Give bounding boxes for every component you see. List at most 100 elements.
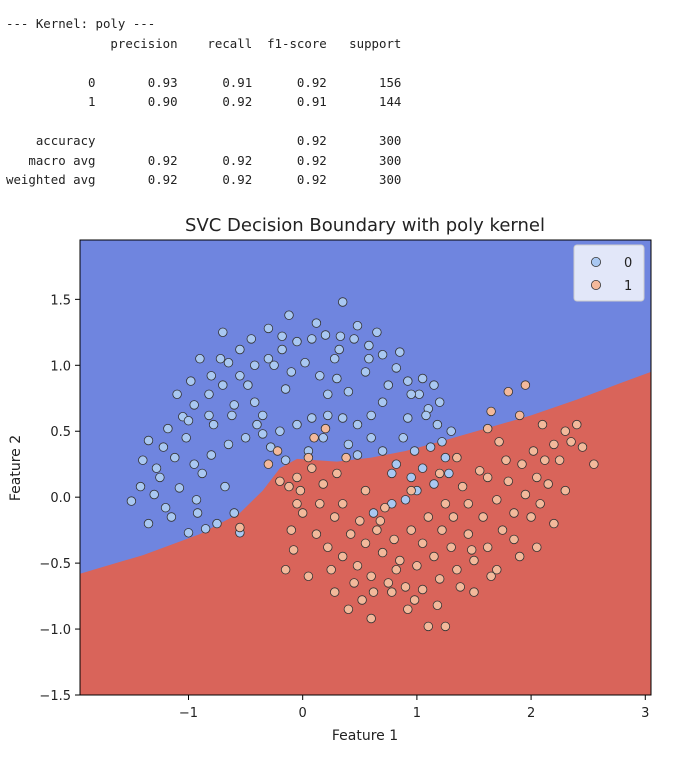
point-class-0 [263,354,274,364]
point-class-0 [223,439,234,450]
point-class-1 [483,472,493,483]
point-class-1 [372,525,382,535]
point-class-0 [189,459,199,469]
point-class-0 [343,439,354,450]
point-class-1 [406,525,416,535]
point-class-0 [243,380,253,390]
point-class-0 [183,528,194,538]
point-class-1 [320,423,331,434]
point-class-1 [503,387,514,397]
point-class-0 [391,363,402,373]
y-tick-label: 0.0 [50,491,71,506]
point-class-1 [492,565,502,575]
point-class-0 [235,344,245,355]
y-tick-label: 1.0 [50,359,71,374]
report-line: precision recall f1-score support [6,35,402,51]
point-class-0 [170,452,180,463]
point-class-1 [263,459,274,469]
point-class-1 [326,565,336,575]
point-class-1 [352,561,363,571]
point-class-1 [403,604,413,615]
point-class-1 [486,571,496,582]
legend-marker-1 [591,279,602,290]
point-class-1 [387,587,397,597]
point-class-1 [423,512,434,522]
point-class-1 [515,551,525,562]
point-class-0 [126,496,137,506]
legend-marker-0 [591,256,602,267]
point-class-1 [469,587,479,597]
point-class-1 [311,529,322,539]
classification-report: --- Kernel: poly --- precision recall f1… [6,14,401,190]
point-class-1 [566,437,576,447]
point-class-1 [330,512,340,522]
point-class-0 [425,442,436,452]
point-class-0 [149,489,159,500]
report-line: --- Kernel: poly --- [6,16,156,31]
point-class-1 [332,468,342,479]
point-class-0 [249,397,260,407]
point-class-1 [366,571,376,582]
point-class-1 [560,485,571,496]
point-class-1 [346,529,356,539]
point-class-1 [435,468,445,479]
point-class-1 [349,578,359,588]
point-class-0 [352,419,363,430]
point-class-0 [377,446,388,456]
point-class-0 [189,400,199,410]
point-class-0 [249,360,260,371]
point-class-1 [366,613,376,624]
point-class-0 [218,327,228,338]
point-class-0 [195,354,205,364]
point-class-1 [409,595,420,605]
point-class-0 [432,419,443,430]
x-tick-label: −1 [179,706,198,721]
point-class-0 [320,330,331,340]
point-class-1 [417,538,428,549]
report-line: accuracy 0.92 300 [6,133,402,148]
point-class-1 [406,485,416,496]
point-class-1 [549,518,559,529]
point-class-1 [432,600,443,611]
point-class-1 [572,419,582,430]
point-class-1 [494,437,504,447]
point-class-0 [366,433,376,443]
point-class-0 [138,455,148,465]
point-class-0 [377,397,388,407]
point-class-0 [352,450,363,460]
point-class-1 [437,525,447,535]
point-class-0 [323,410,333,421]
point-class-1 [455,582,466,592]
point-class-1 [423,621,434,632]
point-class-0 [269,360,279,371]
point-class-1 [395,555,405,566]
point-class-0 [258,429,268,439]
point-class-1 [343,604,354,615]
point-class-0 [229,508,239,518]
point-class-0 [417,463,428,473]
point-class-0 [223,358,234,368]
point-class-0 [155,472,165,483]
point-class-0 [280,455,291,465]
point-class-1 [368,587,379,597]
legend: 01 [573,244,645,302]
point-class-0 [435,397,445,407]
point-class-1 [463,529,474,539]
point-class-0 [437,437,447,447]
point-class-0 [352,321,363,331]
point-class-0 [235,371,245,381]
point-class-1 [380,503,390,513]
point-class-1 [272,446,283,456]
y-tick-label: −1.0 [39,623,71,638]
point-class-0 [284,310,294,320]
point-class-1 [509,508,519,518]
point-class-1 [543,479,553,489]
point-class-1 [360,485,371,496]
point-class-1 [417,584,428,595]
point-class-0 [398,433,408,443]
point-class-1 [315,499,325,509]
point-class-1 [526,512,536,522]
point-class-0 [135,481,146,492]
point-class-1 [284,481,294,492]
point-class-0 [403,376,413,386]
